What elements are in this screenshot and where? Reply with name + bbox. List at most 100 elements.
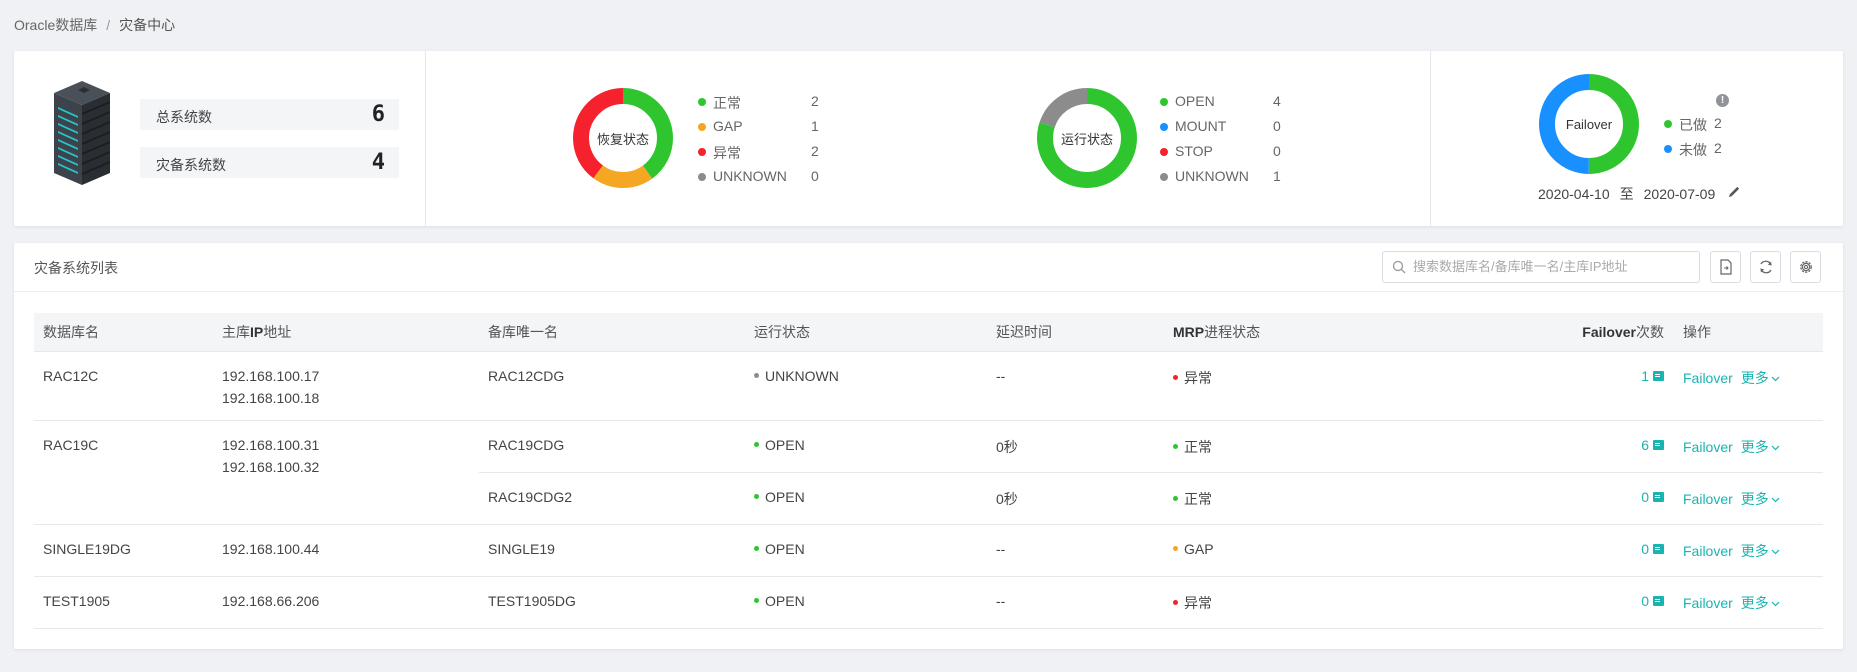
failover-count-cell: 0 (1400, 472, 1674, 525)
failover-action-link[interactable]: Failover (1683, 438, 1733, 455)
ops-cell: Failover 更多 (1674, 576, 1823, 629)
failover-legend-dot (1664, 120, 1672, 128)
breadcrumb-root[interactable]: Oracle数据库 (14, 17, 98, 33)
failover-count: 0 (1641, 592, 1649, 609)
recovery-legend-dot (698, 98, 706, 106)
state-dot (754, 598, 759, 604)
history-icon (1653, 370, 1664, 381)
more-dropdown[interactable]: 更多 (1741, 595, 1780, 611)
server-rack-icon (54, 81, 110, 185)
primary-ip: 192.168.100.32 (222, 458, 320, 475)
more-dropdown[interactable]: 更多 (1741, 491, 1780, 507)
column-header-primary-ip: 主库IP地址 (213, 313, 479, 352)
total-systems-value: 6 (371, 102, 385, 127)
failover-count-link[interactable]: 0 (1641, 489, 1664, 505)
failover-count-cell: 1 (1400, 351, 1674, 421)
running-legend-dot (1160, 148, 1168, 156)
failover-count-link[interactable]: 0 (1641, 541, 1664, 557)
standby-cell: RAC12CDG (479, 351, 745, 421)
mrp-state: 异常 (1184, 594, 1212, 611)
more-dropdown[interactable]: 更多 (1741, 543, 1780, 559)
table-row: RAC19C 192.168.100.31 192.168.100.32 RAC19C… (34, 420, 1823, 525)
failover-count: 0 (1641, 540, 1649, 557)
failover-count-link[interactable]: 1 (1641, 368, 1664, 384)
failover-count: 6 (1641, 436, 1649, 453)
run-state-cell: OPEN (745, 576, 987, 629)
failover-count-cell: 0 (1400, 576, 1674, 629)
running-segment-3 (1037, 88, 1137, 188)
failover-count-link[interactable]: 0 (1641, 593, 1664, 609)
edit-pencil-icon[interactable] (1728, 185, 1741, 198)
delay-cell: 0秒 (987, 420, 1164, 473)
failover-center-label: Failover (1565, 116, 1613, 132)
date-to-label: 至 (1619, 186, 1634, 202)
search-box[interactable] (1382, 251, 1700, 283)
failover-legend-dot (1664, 145, 1672, 153)
list-header-divider (14, 291, 1843, 292)
run-state-cell: OPEN (745, 420, 987, 473)
primary-ip: 192.168.100.31 (222, 436, 320, 453)
failover-action-link[interactable]: Failover (1683, 542, 1733, 559)
running-legend-label: STOP (1175, 143, 1213, 159)
running-legend-count: 4 (1273, 93, 1281, 109)
running-legend-count: 0 (1273, 143, 1281, 159)
standby-name: RAC19CDG (488, 436, 565, 453)
db-name-cell: RAC12C (34, 351, 213, 421)
failover-action-link[interactable]: Failover (1683, 594, 1733, 611)
ops-cell: Failover 更多 (1674, 351, 1823, 421)
history-icon (1653, 595, 1664, 606)
standby-name: TEST1905DG (488, 592, 576, 609)
date-to: 2020-07-09 (1643, 186, 1716, 202)
ops-cell: Failover 更多 (1674, 420, 1823, 473)
date-from: 2020-04-10 (1538, 186, 1610, 202)
running-status-center-label: 运行状态 (1060, 131, 1113, 147)
delay-value: -- (996, 592, 1006, 609)
search-input[interactable] (1413, 259, 1693, 274)
ops-cell: Failover 更多 (1674, 524, 1823, 577)
primary-ip: 192.168.100.18 (222, 389, 320, 406)
running-legend-count: 1 (1273, 168, 1281, 184)
refresh-button[interactable] (1750, 251, 1781, 283)
chevron-down-icon (1771, 376, 1780, 382)
delay-value: 0秒 (996, 438, 1018, 455)
recovery-legend-label: UNKNOWN (713, 168, 787, 184)
failover-action-link[interactable]: Failover (1683, 490, 1733, 507)
mrp-dot (1173, 375, 1178, 381)
more-label: 更多 (1740, 490, 1769, 507)
running-legend-count: 0 (1273, 118, 1281, 134)
mrp-cell: 正常 (1164, 420, 1400, 473)
more-dropdown[interactable]: 更多 (1741, 439, 1780, 455)
failover-count-cell: 6 (1400, 420, 1674, 473)
run-state: UNKNOWN (765, 367, 839, 384)
table-row: RAC12C 192.168.100.17 192.168.100.18 RAC12C… (34, 351, 1823, 421)
db-name-cell: RAC19C (34, 420, 213, 525)
export-button[interactable] (1710, 251, 1741, 283)
failover-date-range: 2020-04-10 至 2020-07-09 (1538, 184, 1725, 204)
total-systems-stat: 总系统数 6 (140, 99, 399, 130)
recovery-legend-dot (698, 123, 706, 131)
table-row: RAC19CDG2 OPEN 0秒 正常 0 Failover 更多 (34, 472, 1823, 525)
standby-cell: RAC19CDG2 (479, 472, 745, 525)
running-legend-dot (1160, 123, 1168, 131)
mrp-cell: 异常 (1164, 576, 1400, 629)
settings-button[interactable] (1790, 251, 1821, 283)
failover-action-link[interactable]: Failover (1683, 369, 1733, 386)
standby-cell: SINGLE19 (479, 524, 745, 577)
state-dot (754, 442, 759, 448)
failover-count: 0 (1641, 488, 1649, 505)
dr-system-table: 数据库名 主库IP地址 备库唯一名 运行状态 延迟时间 MRP进程状态 Fail… (34, 313, 1823, 629)
running-legend-label: OPEN (1175, 93, 1215, 109)
info-icon[interactable]: ! (1716, 94, 1729, 107)
running-legend-dot (1160, 98, 1168, 106)
recovery-legend-count: 1 (811, 118, 819, 134)
failover-count-link[interactable]: 6 (1641, 437, 1664, 453)
chevron-down-icon (1771, 497, 1780, 503)
delay-cell: -- (987, 524, 1164, 577)
more-dropdown[interactable]: 更多 (1741, 370, 1780, 386)
standby-name: RAC19CDG2 (488, 488, 573, 505)
history-icon (1653, 491, 1664, 502)
column-header-standby: 备库唯一名 (479, 313, 745, 352)
mrp-dot (1173, 496, 1178, 502)
chevron-down-icon (1771, 549, 1780, 555)
running-status-donut: 运行状态 (1037, 88, 1137, 188)
